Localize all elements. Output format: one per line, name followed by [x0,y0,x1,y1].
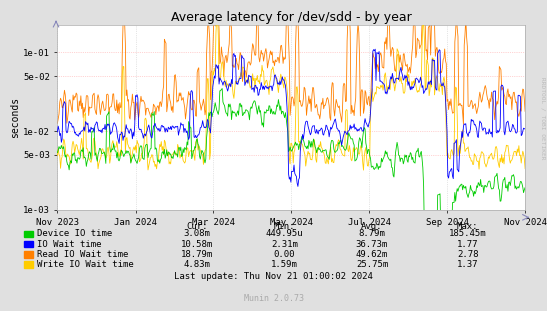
Text: 185.45m: 185.45m [449,230,486,238]
Text: 1.59m: 1.59m [271,260,298,269]
Text: Last update: Thu Nov 21 01:00:02 2024: Last update: Thu Nov 21 01:00:02 2024 [174,272,373,281]
Text: 10.58m: 10.58m [181,240,213,248]
Text: 2.78: 2.78 [457,250,479,259]
Text: RRDTOOL / TOBI OETIKER: RRDTOOL / TOBI OETIKER [541,77,546,160]
Text: 3.08m: 3.08m [183,230,211,238]
Text: 25.75m: 25.75m [356,260,388,269]
Text: Device IO time: Device IO time [37,230,113,238]
Text: 1.77: 1.77 [457,240,479,248]
Text: 49.62m: 49.62m [356,250,388,259]
Text: Read IO Wait time: Read IO Wait time [37,250,129,259]
Text: Munin 2.0.73: Munin 2.0.73 [243,294,304,303]
Text: Avg:: Avg: [361,222,383,231]
Text: 8.79m: 8.79m [358,230,386,238]
Title: Average latency for /dev/sdd - by year: Average latency for /dev/sdd - by year [171,11,412,24]
Text: IO Wait time: IO Wait time [37,240,102,248]
Text: 36.73m: 36.73m [356,240,388,248]
Text: Write IO Wait time: Write IO Wait time [37,260,134,269]
Text: 0.00: 0.00 [274,250,295,259]
Text: Max:: Max: [457,222,479,231]
Text: 2.31m: 2.31m [271,240,298,248]
Text: 4.83m: 4.83m [183,260,211,269]
Text: 1.37: 1.37 [457,260,479,269]
Text: Cur:: Cur: [186,222,208,231]
Text: Min:: Min: [274,222,295,231]
Text: 18.79m: 18.79m [181,250,213,259]
Text: 449.95u: 449.95u [266,230,303,238]
Y-axis label: seconds: seconds [10,97,20,138]
